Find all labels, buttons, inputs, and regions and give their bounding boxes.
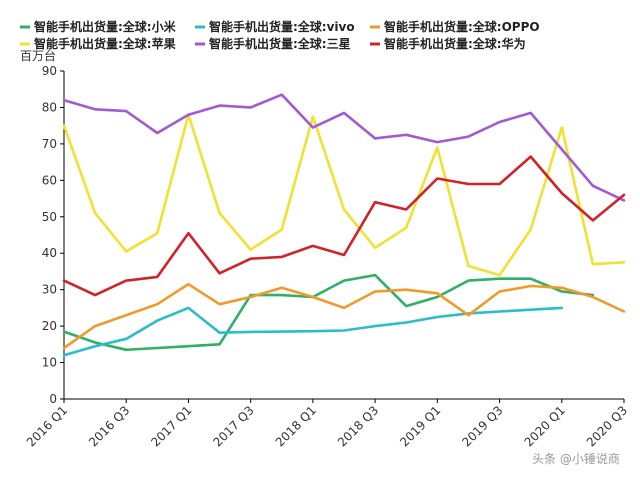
legend-label-4: 智能手机出货量:全球:三星 bbox=[208, 36, 351, 51]
x-tick-label: 2019 Q1 bbox=[397, 403, 443, 449]
y-tick-label: 70 bbox=[42, 137, 57, 151]
x-tick-label: 2017 Q3 bbox=[211, 403, 257, 449]
series-line-4 bbox=[62, 93, 626, 202]
legend-label-0: 智能手机出货量:全球:小米 bbox=[33, 19, 177, 34]
x-tick-label: 2020 Q1 bbox=[522, 403, 568, 449]
x-tick-label: 2018 Q1 bbox=[273, 403, 319, 449]
series-line-0 bbox=[62, 273, 595, 352]
legend-label-3: 智能手机出货量:全球:苹果 bbox=[33, 36, 176, 51]
legend-label-1: 智能手机出货量:全球:vivo bbox=[208, 19, 355, 34]
watermark-text: 头条 @小锤说商 bbox=[532, 451, 620, 466]
y-tick-label: 40 bbox=[42, 246, 57, 260]
x-tick-label: 2016 Q1 bbox=[24, 403, 70, 449]
y-tick-label: 50 bbox=[42, 210, 57, 224]
x-tick-label: 2020 Q3 bbox=[584, 403, 630, 449]
series-line-3 bbox=[62, 113, 626, 277]
x-tick-label: 2016 Q3 bbox=[86, 403, 132, 449]
series-line-5 bbox=[62, 155, 626, 297]
x-tick-label: 2019 Q3 bbox=[459, 403, 505, 449]
x-tick-label: 2017 Q1 bbox=[148, 403, 194, 449]
y-axis-unit-label: 百万台 bbox=[20, 48, 56, 63]
y-tick-label: 10 bbox=[42, 356, 57, 370]
y-tick-label: 90 bbox=[42, 64, 57, 78]
y-tick-label: 80 bbox=[42, 100, 57, 114]
legend-label-2: 智能手机出货量:全球:OPPO bbox=[383, 19, 540, 34]
x-tick-label: 2018 Q3 bbox=[335, 403, 381, 449]
x-axis: 2016 Q1 2016 Q3 2017 Q1 2017 Q3 2018 Q1 2018 … bbox=[24, 398, 630, 449]
y-tick-label: 30 bbox=[42, 283, 57, 297]
series-line-1 bbox=[62, 306, 564, 357]
legend-label-5: 智能手机出货量:全球:华为 bbox=[383, 36, 526, 51]
legend: 智能手机出货量:全球:小米 智能手机出货量:全球:vivo 智能手机出货量:全球:O… bbox=[20, 19, 540, 51]
y-tick-label: 20 bbox=[42, 319, 57, 333]
series-lines bbox=[62, 93, 626, 357]
y-tick-label: 0 bbox=[49, 392, 57, 406]
y-tick-label: 60 bbox=[42, 173, 57, 187]
y-axis: 0 10 20 30 40 50 60 70 80 90 bbox=[42, 64, 65, 406]
series-line-2 bbox=[62, 282, 626, 350]
